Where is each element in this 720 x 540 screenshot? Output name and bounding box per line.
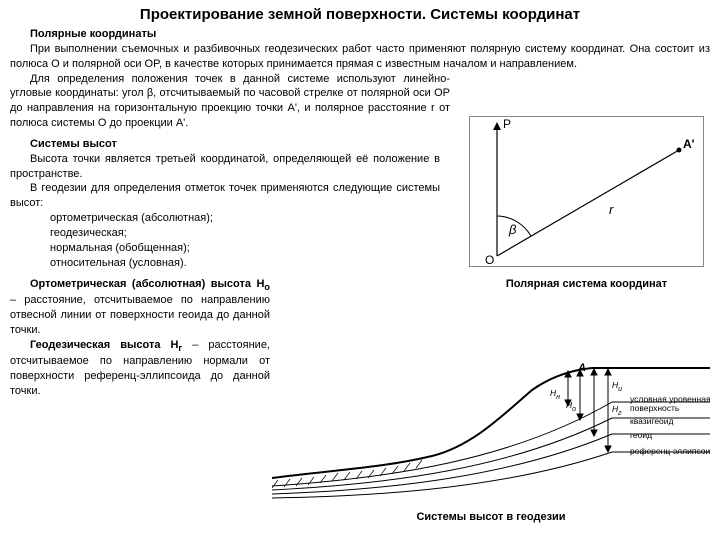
ortho-t1: – расстояние, отсчитываемое по направлен… (10, 294, 270, 336)
heights-item-1: ортометрическая (абсолютная); (10, 211, 440, 226)
polar-p1: При выполнении съемочных и разбивочных г… (10, 42, 710, 72)
heights-p2: В геодезии для определения отметок точек… (10, 181, 440, 211)
heights-heading: Системы высот (10, 137, 440, 152)
heights-item-2: геодезическая; (10, 226, 440, 241)
label-O: O (485, 253, 494, 267)
ortho-p2: Геодезическая высота Hг – расстояние, от… (10, 338, 270, 399)
label-Hu: Hu (612, 380, 622, 393)
ortho-section: Ортометрическая (абсолютная) высота Hо –… (10, 277, 270, 399)
heights-item-3: нормальная (обобщенная); (10, 241, 440, 256)
label-surf4: референц-эллипсоид (630, 446, 710, 456)
polar-section: Полярные координаты При выполнении съемо… (10, 27, 710, 72)
heights-p1: Высота точки является третьей координато… (10, 152, 440, 182)
figure-polar: P A' β r O Полярная система координат (469, 116, 704, 290)
page-title: Проектирование земной поверхности. Систе… (0, 0, 720, 27)
ortho-b2: Геодезическая высота H (30, 339, 178, 351)
label-surf3: геоид (630, 430, 652, 440)
label-Ho: Ho (566, 400, 576, 413)
ortho-b1: Ортометрическая (абсолютная) высота H (30, 278, 264, 290)
polar-section-2: Для определения положения точек в данной… (10, 72, 450, 131)
polar-heading: Полярные координаты (10, 27, 710, 42)
heights-section: Системы высот Высота точки является трет… (10, 137, 440, 271)
label-r: r (609, 202, 614, 217)
ortho-sub1: о (264, 282, 270, 292)
label-surf1b: поверхность (630, 403, 680, 413)
figure-heights: A Hн Ho Hu Hг условная уровенная поверхн… (272, 360, 710, 523)
heights-item-4: относительная (условная). (10, 256, 440, 271)
heights-svg: A Hн Ho Hu Hг условная уровенная поверхн… (272, 360, 710, 500)
label-Hg: Hг (612, 404, 622, 417)
label-P: P (503, 117, 511, 131)
figure-polar-caption: Полярная система координат (469, 278, 704, 290)
figure-heights-caption: Системы высот в геодезии (272, 511, 710, 523)
label-beta: β (508, 222, 517, 237)
label-Hn: Hн (550, 388, 560, 401)
label-A: A (577, 362, 586, 374)
label-Aprime: A' (683, 137, 695, 151)
label-surf2: квазигеоид (630, 416, 674, 426)
polar-svg: P A' β r O (469, 116, 704, 271)
ortho-p1: Ортометрическая (абсолютная) высота Hо –… (10, 277, 270, 338)
polar-p2: Для определения положения точек в данной… (10, 72, 450, 131)
